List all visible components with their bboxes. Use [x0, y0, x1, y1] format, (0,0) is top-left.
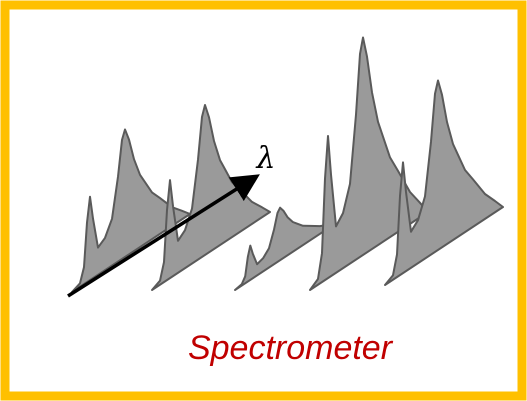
caption: Spectrometer — [188, 329, 394, 367]
diagram: λ Spectrometer — [0, 0, 527, 401]
page: λ Spectrometer (() => { const data = JSO… — [0, 0, 527, 401]
lambda-label: λ — [255, 141, 275, 176]
